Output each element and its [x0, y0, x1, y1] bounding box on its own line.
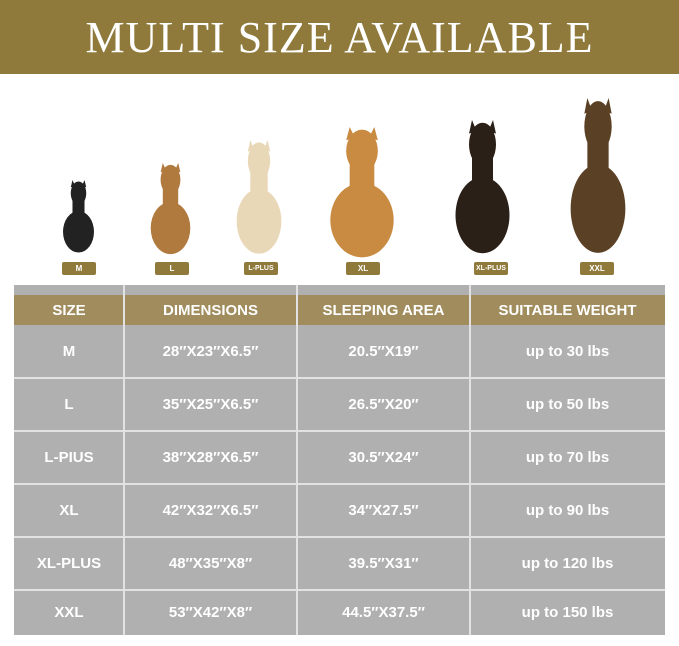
dog-image-doberman	[455, 120, 510, 254]
table-cell: up to 50 lbs	[525, 396, 610, 413]
table-cell: 30.5″X24″	[348, 449, 419, 466]
row-divider	[14, 589, 665, 591]
table-cell: up to 70 lbs	[525, 449, 610, 466]
table-cell: XXL	[54, 603, 84, 621]
dog-image-french-bulldog	[63, 180, 94, 253]
table-cell: 42″X32″X6.5″	[162, 502, 259, 519]
table-cell: 34″X27.5″	[348, 502, 419, 519]
table-cell: 28″X23″X6.5″	[162, 343, 259, 360]
column-divider	[123, 285, 125, 635]
table-cell: 39.5″X31″	[348, 555, 419, 572]
column-header: SIZE	[52, 301, 86, 319]
banner-title: MULTI SIZE AVAILABLE	[0, 0, 679, 74]
table-cell: up to 120 lbs	[521, 555, 614, 572]
table-cell: 35″X25″X6.5″	[162, 396, 259, 413]
column-divider	[296, 285, 298, 635]
row-divider	[14, 536, 665, 538]
column-header: SUITABLE WEIGHT	[498, 301, 637, 319]
table-cell: XL-PLUS	[36, 555, 102, 572]
size-tag: XXL	[580, 262, 614, 275]
table-cell: up to 90 lbs	[525, 502, 610, 519]
table-cell: 26.5″X20″	[348, 396, 419, 413]
row-divider	[14, 377, 665, 379]
row-divider	[14, 430, 665, 432]
table-cell: 44.5″X37.5″	[342, 603, 425, 621]
table-cell: L	[64, 396, 74, 413]
size-tag: L-PLUS	[244, 262, 278, 275]
table-cell: L-PIUS	[44, 449, 94, 466]
dog-image-golden-retriever	[330, 127, 394, 258]
table-cell: up to 30 lbs	[525, 343, 610, 360]
table-cell: 38″X28″X6.5″	[162, 449, 259, 466]
column-header: SLEEPING AREA	[322, 301, 445, 319]
column-divider	[469, 285, 471, 635]
row-divider	[14, 483, 665, 485]
table-cell: up to 150 lbs	[521, 603, 614, 621]
table-cell: M	[62, 343, 76, 360]
dog-image-german-shepherd	[570, 98, 626, 253]
column-header: DIMENSIONS	[162, 301, 258, 319]
dog-image-beagle	[150, 163, 191, 255]
dog-image-labrador	[236, 140, 282, 254]
size-tag: XL-PLUS	[474, 262, 508, 275]
table-cell: 53″X42″X8″	[168, 603, 253, 621]
size-tag: L	[155, 262, 189, 275]
table-header	[14, 295, 665, 325]
table-cell: 20.5″X19″	[348, 343, 419, 360]
table-cell: XL	[59, 502, 79, 519]
size-tag: M	[62, 262, 96, 275]
size-table: SIZE DIMENSIONS SLEEPING AREA SUITABLE WEIG…	[14, 285, 665, 635]
table-cell: 48″X35″X8″	[168, 555, 253, 572]
size-tag: XL	[346, 262, 380, 275]
